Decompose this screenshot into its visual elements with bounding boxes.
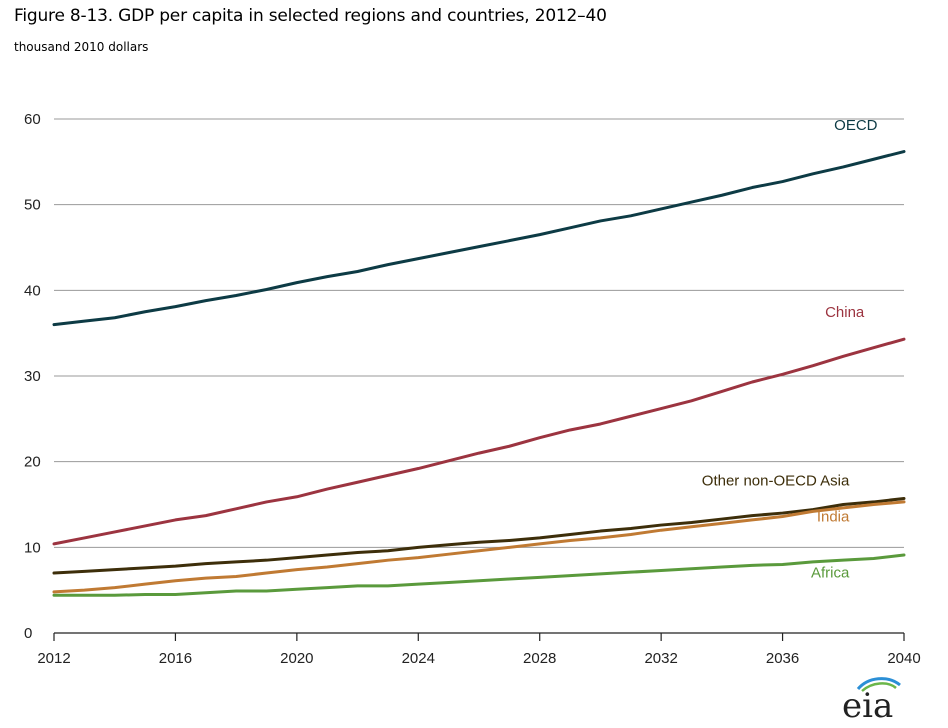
series-line-india bbox=[52, 500, 906, 594]
y-tick-label: 20 bbox=[24, 454, 41, 471]
y-axis-ticks: 0 10 20 30 40 50 60 bbox=[24, 111, 41, 642]
series-label-india: India bbox=[817, 509, 850, 526]
y-tick-label: 50 bbox=[24, 197, 41, 214]
gridlines bbox=[54, 118, 904, 548]
y-tick-label: 0 bbox=[24, 625, 32, 642]
y-tick-label: 60 bbox=[24, 111, 41, 128]
series-labels: OECD China Other non-OECD Asia India Africa bbox=[702, 117, 878, 581]
x-tick-label: 2040 bbox=[887, 650, 920, 667]
x-tick-label: 2012 bbox=[37, 650, 70, 667]
eia-logo: eia bbox=[842, 677, 901, 721]
series-line-other-non-oecd-asia bbox=[52, 497, 906, 575]
x-tick-label: 2024 bbox=[402, 650, 435, 667]
x-tick-label: 2016 bbox=[159, 650, 192, 667]
y-tick-label: 30 bbox=[24, 368, 41, 385]
y-tick-label: 10 bbox=[24, 539, 41, 556]
x-tick-label: 2032 bbox=[644, 650, 677, 667]
series-label-china: China bbox=[825, 304, 865, 321]
x-tick-label: 2020 bbox=[280, 650, 313, 667]
y-axis-unit-label: thousand 2010 dollars bbox=[14, 40, 149, 54]
series-line-oecd bbox=[52, 150, 906, 327]
series-label-oecd: OECD bbox=[834, 117, 878, 134]
x-axis: 2012 2016 2020 2024 2028 2032 2036 2040 bbox=[37, 632, 921, 667]
svg-text:eia: eia bbox=[842, 686, 893, 721]
series-lines bbox=[52, 150, 906, 597]
chart-title: Figure 8-13. GDP per capita in selected … bbox=[14, 6, 607, 26]
series-label-other-non-oecd-asia: Other non-OECD Asia bbox=[702, 473, 850, 490]
y-tick-label: 40 bbox=[24, 282, 41, 299]
series-label-africa: Africa bbox=[811, 564, 850, 581]
series-line-africa bbox=[52, 553, 906, 597]
x-tick-label: 2036 bbox=[766, 650, 799, 667]
x-tick-label: 2028 bbox=[523, 650, 556, 667]
series-line-china bbox=[52, 337, 906, 546]
